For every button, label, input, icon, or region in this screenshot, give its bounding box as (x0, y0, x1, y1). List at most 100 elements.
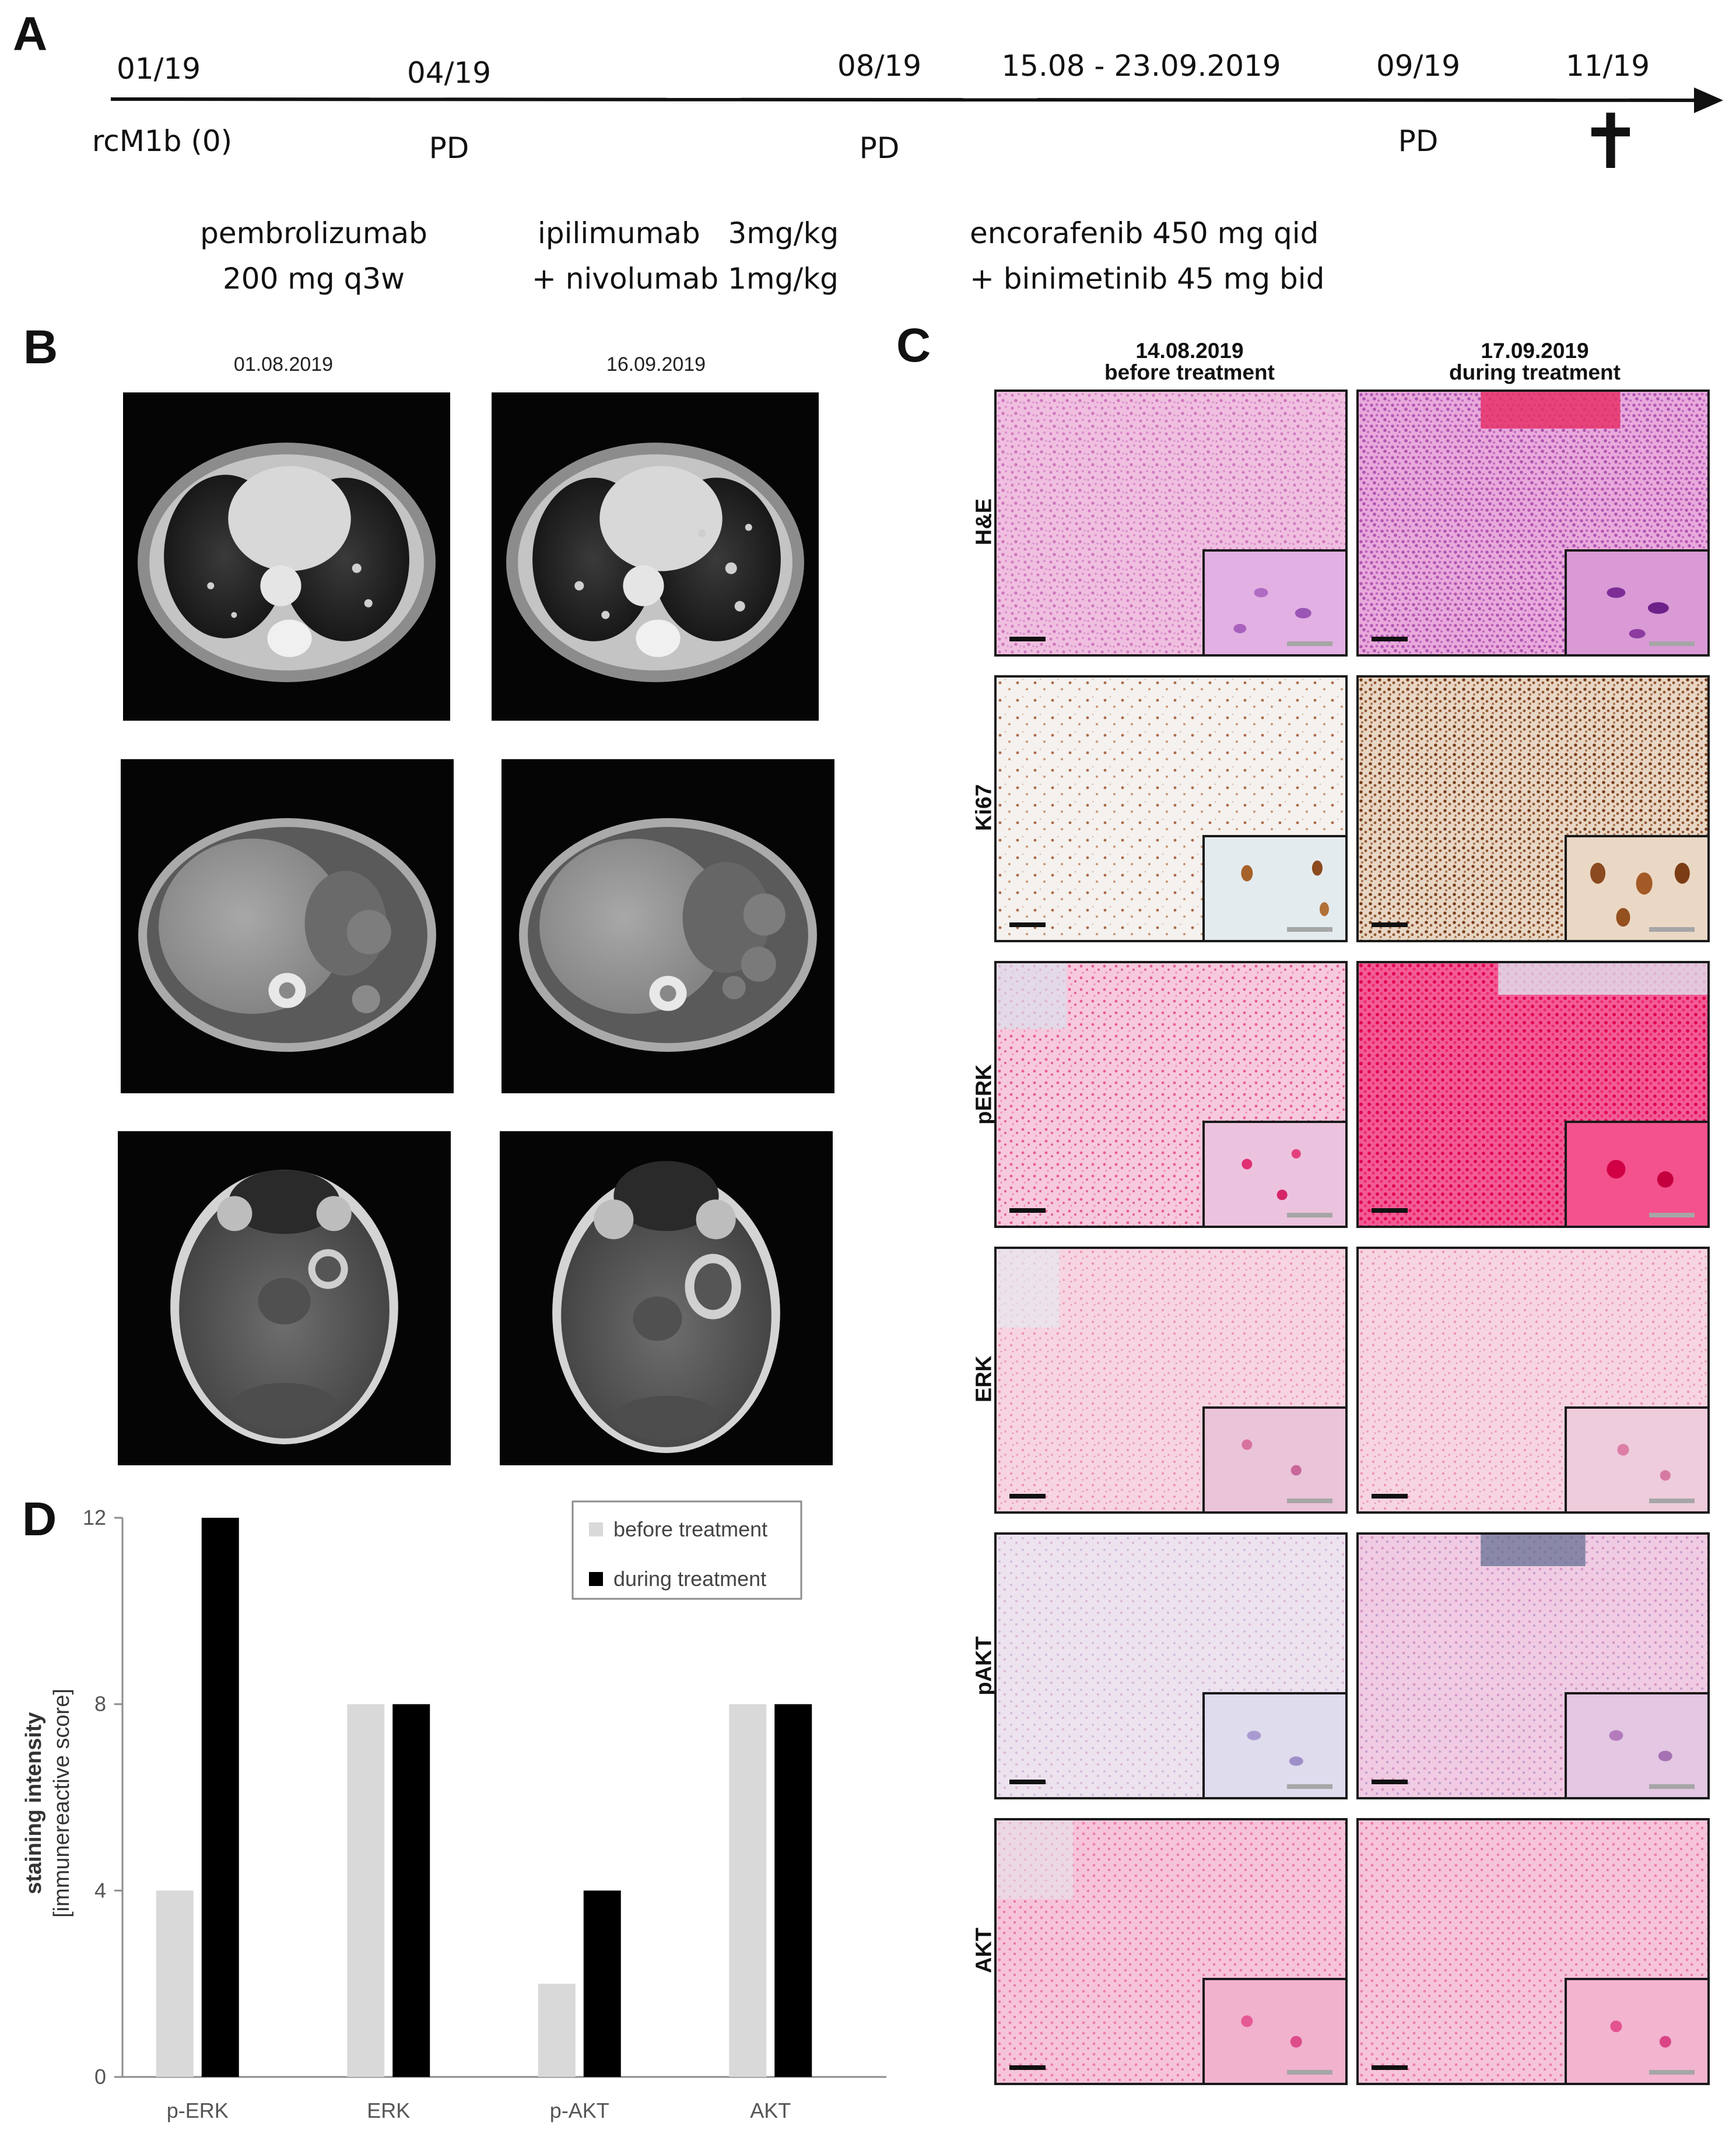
legend-swatch-before (589, 1522, 603, 1536)
timeline-event-1: PD (429, 131, 469, 165)
scale-bar-inset (1649, 641, 1695, 646)
scale-bar-inset (1287, 1784, 1332, 1789)
scale-bar (1372, 637, 1408, 641)
histology-erk-before (994, 1247, 1348, 1514)
scale-bar-inset (1287, 641, 1332, 646)
bar-akt-during (774, 1704, 812, 2077)
timeline-date-4: 09/19 (1376, 49, 1461, 83)
imaging-date-during: 16.09.2019 (606, 353, 706, 376)
inset-perk-during (1564, 1121, 1707, 1226)
inset-pakt-during (1564, 1692, 1707, 1797)
legend-swatch-during (589, 1572, 603, 1586)
histology-pakt-before (994, 1532, 1348, 1799)
bar-erk-during (392, 1704, 430, 2077)
inset-he-during (1564, 549, 1707, 654)
scale-bar (1009, 1494, 1046, 1499)
timeline-event-4: PD (1398, 124, 1439, 158)
column-label-during: during treatment (1449, 360, 1621, 384)
chart-legend (571, 1500, 802, 1600)
scale-bar-inset (1287, 1213, 1332, 1217)
inset-akt-during (1564, 1978, 1707, 2083)
scale-bar-inset (1287, 927, 1332, 932)
inset-erk-before (1202, 1406, 1345, 1511)
x-tick-label: ERK (367, 2099, 410, 2122)
stain-label-pakt: pAKT (972, 1636, 997, 1696)
x-tick-label: AKT (750, 2099, 791, 2122)
mri-brain-during (500, 1131, 833, 1465)
scale-bar-inset (1649, 1499, 1695, 1503)
scale-bar (1372, 922, 1408, 927)
ct-abdomen-during (501, 759, 834, 1093)
scale-bar (1372, 2065, 1408, 2070)
scale-bar (1009, 1208, 1046, 1213)
legend-label-before: before treatment (613, 1517, 767, 1541)
y-tick-label: 8 (94, 1692, 106, 1716)
scale-bar (1372, 1208, 1408, 1213)
panel-label-d: D (22, 1493, 57, 1546)
scale-bar-inset (1649, 927, 1695, 932)
therapy-2-line2: + nivolumab 1mg/kg (532, 262, 839, 296)
histology-ki67-before (994, 675, 1348, 942)
x-tick-label: p-ERK (167, 2099, 229, 2122)
therapy-3-line1: encorafenib 450 mg qid (970, 216, 1319, 250)
stain-label-akt: AKT (972, 1927, 997, 1974)
ct-chest-before (123, 392, 450, 721)
y-tick-label: 4 (94, 1878, 106, 1902)
y-axis-sublabel: [immunereactive score] (50, 1689, 74, 1918)
panel-label-c: C (896, 319, 931, 372)
timeline-event-2: PD (859, 131, 900, 165)
column-header-before: 14.08.2019 before treatment (1104, 340, 1275, 383)
therapy-3-line2: + binimetinib 45 mg bid (970, 262, 1325, 296)
scale-bar (1372, 1494, 1408, 1499)
panel-label-b: B (23, 321, 58, 374)
column-header-during: 17.09.2019 during treatment (1449, 340, 1621, 383)
inset-ki67-during (1564, 835, 1707, 940)
therapy-2-line1: ipilimumab 3mg/kg (538, 216, 839, 250)
scale-bar-inset (1649, 1213, 1695, 1217)
ct-abdomen-before (121, 759, 454, 1093)
death-cross-icon: ✝ (1579, 97, 1643, 186)
scale-bar-inset (1287, 1499, 1332, 1503)
timeline-event-0: rcM1b (0) (92, 124, 233, 158)
scale-bar (1009, 2065, 1046, 2070)
therapy-1-line2: 200 mg q3w (222, 262, 405, 296)
histology-akt-before (994, 1818, 1348, 2085)
legend-label-during: during treatment (613, 1567, 766, 1591)
imaging-date-before: 01.08.2019 (233, 353, 334, 376)
bar-akt-before (729, 1704, 767, 2077)
y-axis-label: staining intensity (22, 1712, 46, 1894)
y-tick-label: 12 (83, 1506, 106, 1529)
bar-p-akt-before (538, 1984, 576, 2077)
scale-bar-inset (1649, 2070, 1695, 2075)
histology-akt-during (1356, 1818, 1710, 2085)
inset-ki67-before (1202, 835, 1345, 940)
inset-pakt-before (1202, 1692, 1345, 1797)
histology-he-during (1356, 390, 1710, 657)
stain-label-he: H&E (972, 498, 997, 546)
scale-bar (1009, 1780, 1046, 1784)
inset-perk-before (1202, 1121, 1345, 1226)
inset-he-before (1202, 549, 1345, 654)
staining-intensity-chart: 0 4 8 12 staining intensity [immunereactive s… (22, 1500, 886, 2122)
ct-chest-during (492, 392, 819, 721)
scale-bar-inset (1649, 1784, 1695, 1789)
therapy-1-line1: pembrolizumab (200, 216, 427, 250)
stain-label-erk: ERK (972, 1355, 997, 1403)
scale-bar (1372, 1780, 1408, 1784)
histology-ki67-during (1356, 675, 1710, 942)
inset-erk-during (1564, 1406, 1707, 1511)
timeline-arrow (110, 87, 1723, 113)
histology-pakt-during (1356, 1532, 1710, 1799)
bar-erk-before (347, 1704, 385, 2077)
scale-bar (1009, 922, 1046, 927)
column-date-before: 14.08.2019 (1135, 339, 1244, 363)
timeline-date-0: 01/19 (116, 52, 201, 86)
scale-bar-inset (1287, 2070, 1332, 2075)
y-tick-label: 0 (94, 2065, 106, 2089)
histology-erk-during (1356, 1247, 1710, 1514)
histology-he-before (994, 390, 1348, 657)
mri-brain-before (118, 1131, 451, 1465)
histology-perk-during (1356, 961, 1710, 1228)
stain-label-perk: pERK (972, 1064, 997, 1125)
histology-perk-before (994, 961, 1348, 1228)
